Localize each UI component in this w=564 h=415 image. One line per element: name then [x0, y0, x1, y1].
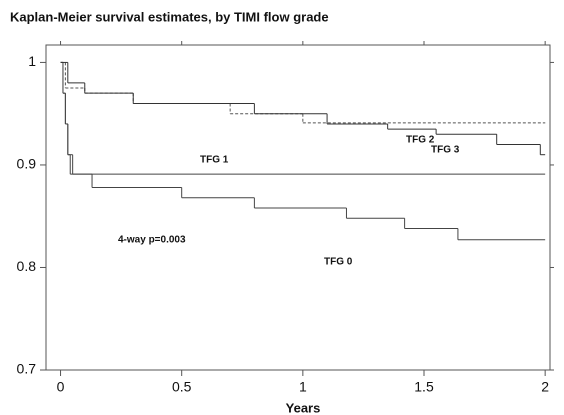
- series-label: TFG 1: [200, 155, 229, 166]
- annotation: 4-way p=0.003: [118, 235, 186, 246]
- y-tick-label: 1: [28, 53, 36, 69]
- chart-title: Kaplan-Meier survival estimates, by TIMI…: [10, 9, 329, 24]
- x-tick-label: 0.5: [172, 379, 192, 395]
- series-label: TFG 3: [431, 145, 460, 156]
- y-tick-label: 0.9: [17, 156, 37, 172]
- x-tick-label: 0: [57, 379, 65, 395]
- y-tick-label: 0.7: [17, 361, 37, 377]
- series-label: TFG 0: [324, 257, 353, 268]
- x-axis-label: Years: [286, 400, 321, 415]
- x-tick-label: 1.5: [414, 379, 434, 395]
- series-label: TFG 2: [406, 135, 435, 146]
- x-tick-label: 2: [541, 379, 549, 395]
- y-tick-label: 0.8: [17, 258, 37, 274]
- plot-frame: [45, 44, 551, 371]
- x-tick-label: 1: [299, 379, 307, 395]
